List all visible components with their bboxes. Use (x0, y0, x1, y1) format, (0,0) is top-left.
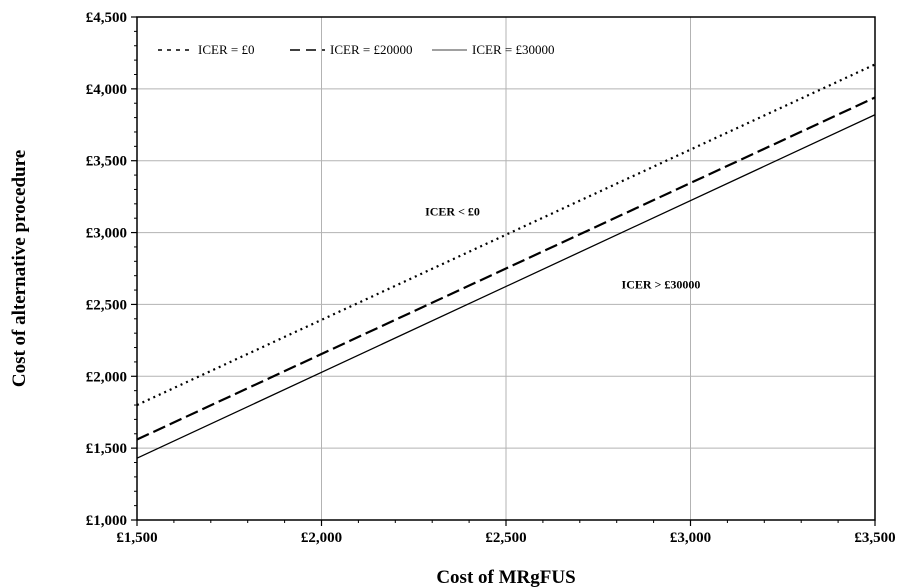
y-tick-label: £3,500 (86, 154, 127, 170)
y-axis-title: Cost of alternative procedure (9, 150, 30, 387)
annotation-0: ICER < £0 (425, 204, 480, 218)
y-tick-label: £2,000 (86, 369, 127, 385)
x-tick-label: £3,500 (854, 530, 895, 546)
series-line-1 (136, 96, 876, 441)
series-line-2 (136, 114, 876, 459)
annotation-1: ICER > £30000 (622, 278, 701, 292)
x-tick-label: £2,500 (485, 530, 526, 546)
legend: ICER = £0 ICER = £20000 ICER = £30000 (158, 42, 554, 57)
ticks: £1,500 £2,000 £2,500 £3,000 £3,500£1,000£1,5… (86, 10, 896, 546)
legend-label-0: ICER = £0 (198, 42, 254, 57)
y-tick-label: £4,000 (86, 82, 127, 98)
y-tick-label: £3,000 (86, 226, 127, 242)
y-tick-label: £4,500 (86, 10, 127, 26)
y-tick-label: £2,500 (86, 297, 127, 313)
x-tick-label: £3,000 (670, 530, 711, 546)
x-axis-title: Cost of MRgFUS (436, 567, 575, 588)
series-lines (136, 63, 876, 459)
legend-label-2: ICER = £30000 (472, 42, 554, 57)
legend-label-1: ICER = £20000 (330, 42, 412, 57)
x-tick-label: £2,000 (301, 530, 342, 546)
y-tick-label: £1,000 (86, 513, 127, 529)
x-tick-label: £1,500 (116, 530, 157, 546)
y-tick-label: £1,500 (86, 441, 127, 457)
annotations: ICER < £0 ICER > £30000 (425, 204, 700, 291)
